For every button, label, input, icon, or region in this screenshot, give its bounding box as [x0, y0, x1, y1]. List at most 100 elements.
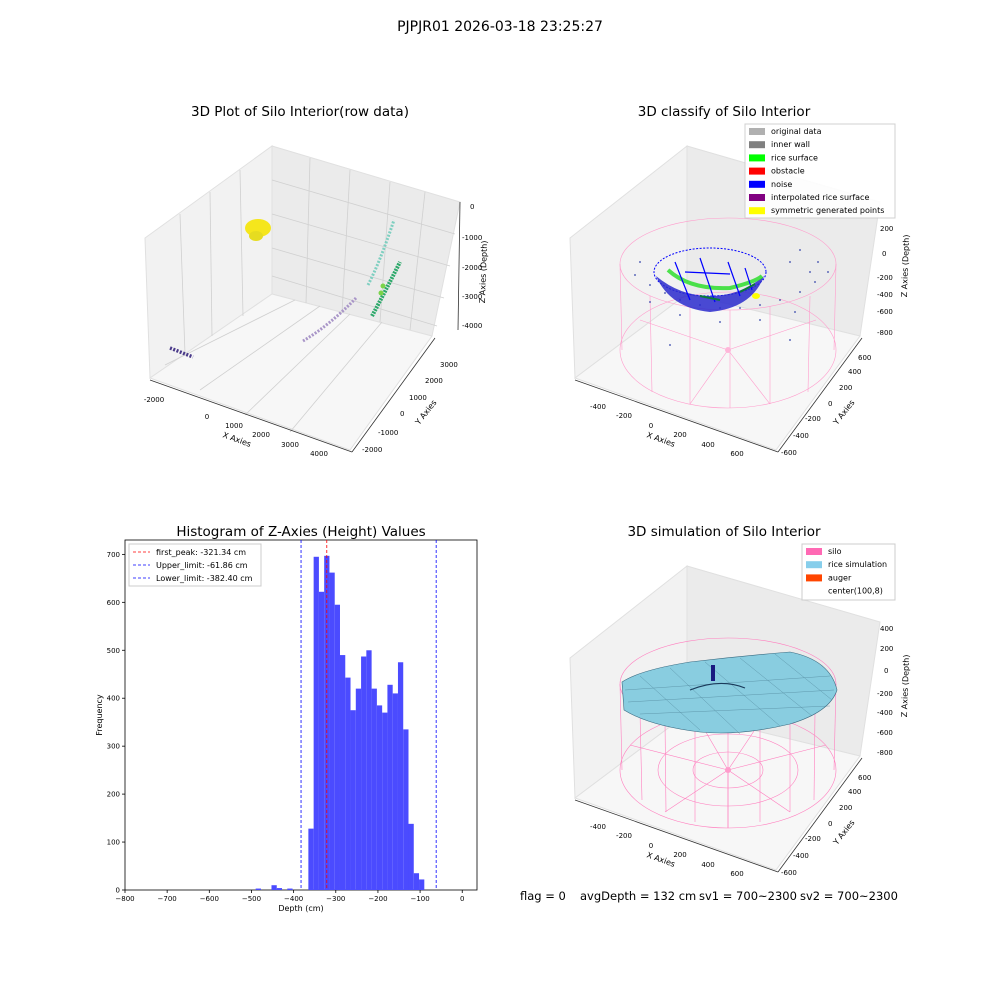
legend-swatch	[806, 574, 822, 582]
histogram-ytick-label: 0	[116, 887, 120, 895]
panel4-floor-pane	[573, 713, 861, 871]
panel4-xtick: 0	[649, 842, 653, 850]
panel4-rice-dip	[689, 682, 746, 691]
histogram-bar	[376, 705, 383, 890]
histogram-bar	[345, 677, 351, 890]
panel2-xtick: -400	[590, 403, 606, 411]
panel1-zlabel: Z Axies (Depth)	[478, 240, 489, 303]
panel-classify: 3D classify of Silo Interior	[569, 104, 911, 458]
legend-label: auger	[828, 573, 852, 582]
panel1-ztick: 0	[470, 203, 474, 211]
histogram-xtick-label: −100	[410, 895, 429, 903]
legend-swatch	[806, 587, 822, 595]
histogram-bar	[419, 879, 425, 890]
panel1-ztick: -2000	[462, 264, 482, 272]
panel4-ztick: 200	[880, 645, 893, 653]
legend-label: interpolated rice surface	[771, 193, 869, 202]
panel4-zlabel: Z Axies (Depth)	[900, 654, 911, 717]
panel-raw-data: 3D Plot of Silo Interior(row data)	[144, 104, 489, 458]
histogram-ytick-label: 300	[107, 743, 120, 751]
panel2-xtick: -200	[616, 412, 632, 420]
panel2-legend: original data inner wall rice surface obsta…	[744, 123, 896, 219]
panel1-cluster-teal	[366, 219, 396, 286]
panel2-xlabel: X Axies	[645, 430, 676, 449]
panel4-ztick: 400	[880, 625, 893, 633]
panel1-xlabel: X Axies	[221, 430, 252, 449]
panel1-ytick: -1000	[378, 429, 398, 437]
panel4-z-ticks: 400 200 0 -200 -400 -600 -800	[877, 625, 893, 757]
legend-label: inner wall	[771, 140, 810, 149]
panel4-ytick: 200	[839, 804, 852, 812]
histogram-bar	[403, 729, 409, 890]
panel4-silo-center	[725, 767, 731, 773]
legend-swatch	[749, 128, 765, 135]
panel4-ytick: 600	[858, 774, 871, 782]
panel4-ztick: 0	[884, 667, 888, 675]
legend-label: silo	[828, 547, 842, 556]
panel1-point-lime	[380, 283, 386, 289]
panel4-ytick: -200	[805, 835, 821, 843]
panel4-x-ticks: -400 -200 0 200 400 600	[590, 823, 744, 878]
panel1-y-ticks: -2000 -1000 0 1000 2000 3000	[362, 361, 458, 454]
panel4-xtick: -200	[616, 832, 632, 840]
panel2-silo-center	[725, 347, 731, 353]
panel2-ztick: 200	[880, 225, 893, 233]
histogram-bar	[287, 888, 293, 890]
panel1-floor-pane	[148, 293, 433, 451]
panel4-ztick: -400	[877, 709, 893, 717]
legend-swatch	[806, 548, 822, 555]
histogram-bar	[361, 656, 367, 890]
panel4-xtick: 400	[701, 861, 714, 869]
histogram-legend-label: first_peak: -321.34 cm	[156, 548, 246, 557]
histogram-xtick-label: −200	[368, 895, 387, 903]
legend-label: rice surface	[771, 153, 818, 162]
panel1-cluster-green	[370, 261, 402, 317]
legend-swatch	[749, 194, 765, 201]
panel4-xlabel: X Axies	[645, 850, 676, 869]
panel2-ztick: -400	[877, 291, 893, 299]
histogram-ytick-label: 700	[107, 551, 120, 559]
panel-simulation: 3D simulation of Silo Interior	[569, 524, 911, 878]
histogram-xtick-label: −400	[284, 895, 303, 903]
panel2-ytick: 600	[858, 354, 871, 362]
legend-label: noise	[771, 180, 792, 189]
panel4-x-axis-line	[574, 799, 779, 873]
panel2-xtick: 0	[649, 422, 653, 430]
histogram-xtick-label: −500	[242, 895, 261, 903]
panel1-x-ticks: -2000 0 1000 2000 3000 4000	[144, 396, 328, 458]
panel2-inner-lines	[699, 283, 756, 301]
histogram-title: Histogram of Z-Axies (Height) Values	[176, 524, 425, 540]
panel1-ytick: -2000	[362, 446, 382, 454]
panel2-y-axis-line	[777, 337, 863, 453]
panel1-cluster-dark	[169, 346, 194, 359]
panel4-xtick: -400	[590, 823, 606, 831]
panel2-title: 3D classify of Silo Interior	[638, 104, 811, 120]
panel2-xtick: 400	[701, 441, 714, 449]
panel1-cluster-yellow-b	[249, 231, 263, 241]
legend-swatch	[749, 154, 765, 162]
panel4-y-axis-line	[777, 757, 863, 873]
panel2-ylabel: Y Axies	[831, 398, 857, 427]
histogram-bar	[392, 693, 398, 890]
histogram-legend-label: Lower_limit: -382.40 cm	[156, 574, 253, 583]
panel1-xtick: 4000	[310, 450, 328, 458]
histogram-ytick-label: 600	[107, 599, 120, 607]
legend-label: obstacle	[771, 167, 805, 176]
panel2-grid-points	[634, 249, 829, 346]
legend-label: symmetric generated points	[771, 206, 884, 215]
legend-swatch	[749, 141, 765, 149]
panel2-ytick: 200	[839, 384, 852, 392]
histogram-bar	[308, 828, 314, 890]
histogram-ytick-label: 200	[107, 791, 120, 799]
panel2-ytick: -200	[805, 415, 821, 423]
panel1-point-lime-b	[378, 290, 384, 296]
panel1-ztick: -3000	[462, 293, 482, 301]
histogram-xtick-label: −800	[115, 895, 134, 903]
panel1-ytick: 3000	[440, 361, 458, 369]
panel4-auger-marker	[711, 665, 715, 681]
histogram-ytick-label: 500	[107, 647, 120, 655]
panel1-xtick: 3000	[281, 441, 299, 449]
panel2-noise-lines	[674, 257, 753, 303]
panel4-ytick: -600	[781, 869, 797, 877]
histogram-x-ticks: −800 −700 −600 −500 −400 −300 −200 −100 0	[115, 890, 464, 903]
